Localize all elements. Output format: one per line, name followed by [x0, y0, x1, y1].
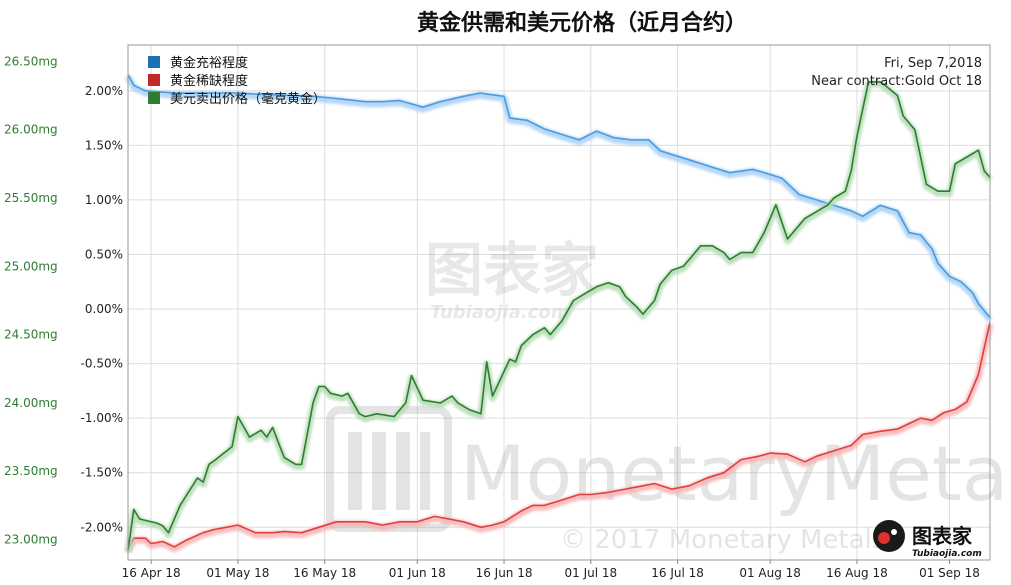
x-tick-label: 16 Jun 18: [476, 566, 533, 580]
series-line: [127, 74, 991, 319]
series-price: [124, 80, 993, 553]
chart-title: 黄金供需和美元价格（近月合约）: [417, 10, 747, 36]
left-tick-label: 25.00mg: [4, 259, 58, 273]
x-tick-label: 01 Jun 18: [389, 566, 446, 580]
right-tick-label: -0.50%: [81, 357, 123, 371]
right-tick-label: 0.50%: [85, 247, 123, 261]
left-tick-label: 26.50mg: [4, 54, 58, 68]
legend-label-price: 美元卖出价格（毫克黄金）: [170, 91, 326, 107]
right-tick-label: 1.50%: [85, 138, 123, 152]
right-tick-label: 1.00%: [85, 193, 123, 207]
legend-swatch-scarcity: [148, 74, 160, 86]
series-scarcity: [124, 321, 994, 553]
legend-label-scarcity: 黄金稀缺程度: [170, 73, 248, 89]
x-tick-label: 01 May 18: [206, 566, 269, 580]
watermark-cn-brand: 图表家: [425, 236, 599, 304]
watermark-copyright: © 2017 Monetary Metals: [560, 525, 885, 555]
x-axis: 16 Apr 18 01 May 18 16 May 18 01 Jun 18 16 J…: [122, 560, 980, 580]
series-glow: [124, 323, 994, 553]
x-tick-label: 16 Apr 18: [122, 566, 181, 580]
x-tick-label: 16 Jul 18: [651, 566, 704, 580]
legend-label-abundance: 黄金充裕程度: [170, 55, 248, 71]
x-tick-label: 01 Sep 18: [919, 566, 980, 580]
brand-badge: 图表家 Tubiaojia.com: [873, 520, 982, 559]
brand-badge-url: Tubiaojia.com: [912, 549, 982, 559]
series-glow: [124, 74, 993, 323]
left-tick-label: 25.50mg: [4, 191, 58, 205]
series-abundance: [124, 74, 993, 323]
series-layer: [124, 74, 994, 553]
watermark-cn-url: Tubiaojia.com: [430, 302, 569, 323]
right-tick-label: -1.00%: [81, 411, 123, 425]
right-tick-label: -1.50%: [81, 466, 123, 480]
grid-lines: [128, 45, 990, 560]
legend-swatch-abundance: [148, 56, 160, 68]
info-date: Fri, Sep 7,2018: [884, 56, 982, 71]
brand-badge-text: 图表家: [912, 524, 973, 548]
left-tick-label: 23.00mg: [4, 533, 58, 547]
left-tick-label: 26.00mg: [4, 123, 58, 137]
legend-swatch-price: [148, 92, 160, 104]
info-contract: Near contract:Gold Oct 18: [811, 74, 982, 89]
right-tick-label: -2.00%: [81, 520, 123, 534]
left-tick-label: 24.00mg: [4, 396, 58, 410]
left-tick-label: 23.50mg: [4, 464, 58, 478]
left-axis: 23.00mg 23.50mg 24.00mg 24.50mg 25.00mg 25.50…: [4, 54, 58, 546]
x-tick-label: 01 Jul 18: [564, 566, 617, 580]
right-tick-label: 0.00%: [85, 302, 123, 316]
x-tick-label: 16 May 18: [293, 566, 356, 580]
x-tick-label: 16 Aug 18: [826, 566, 888, 580]
watermark-logo-icon: [326, 406, 452, 532]
x-tick-label: 01 Aug 18: [739, 566, 801, 580]
right-axis: 2.00% 1.50% 1.00% 0.50% 0.00% -0.50% -1.00% -1.…: [81, 84, 123, 534]
series-line: [127, 321, 991, 550]
left-tick-label: 24.50mg: [4, 328, 58, 342]
watermark: MonetaryMetals © 2017 Monetary Metals 图表…: [326, 236, 1011, 555]
plot-frame: [127, 44, 991, 561]
right-tick-label: 2.00%: [85, 84, 123, 98]
legend: 黄金充裕程度 黄金稀缺程度 美元卖出价格（毫克黄金）: [148, 55, 326, 107]
series-line: [127, 81, 991, 551]
